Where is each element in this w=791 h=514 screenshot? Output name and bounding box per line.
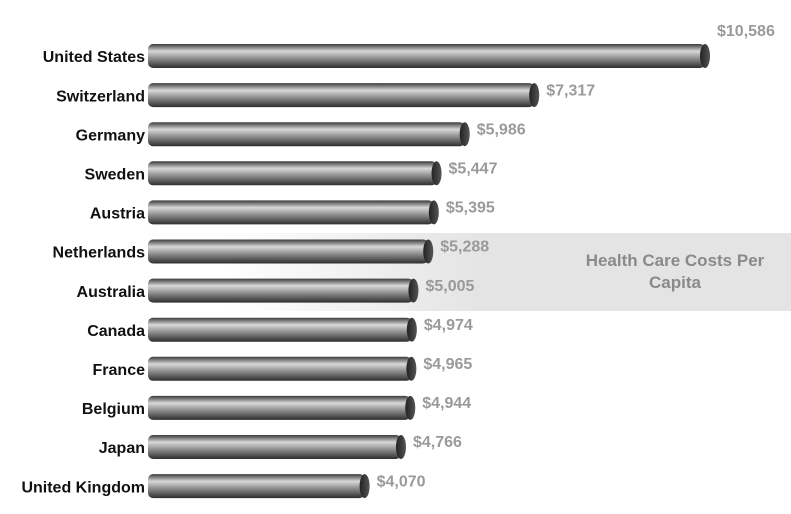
category-label: Canada [87,323,145,340]
category-label: Austria [90,206,145,223]
category-label: Sweden [85,167,145,184]
bar-cap [395,435,406,459]
bar [148,83,535,108]
bar-cap [359,474,370,499]
bar [148,435,401,459]
bar-cap [406,356,417,381]
category-label: Japan [99,440,145,457]
category-label: Belgium [82,401,145,418]
value-label: $4,944 [422,395,471,412]
bar-cap [405,395,416,420]
bar-cap [431,161,442,186]
category-label: Germany [76,127,145,144]
bar-cap [428,200,439,225]
bar [148,200,434,225]
value-label: $5,395 [446,200,495,217]
bar-cap [529,83,540,108]
bar [148,161,437,186]
value-label: $5,986 [477,121,526,138]
category-label: United States [43,49,145,66]
bar-cap [406,317,417,342]
bar [148,239,429,264]
bar-cap [459,122,470,147]
category-label: Australia [77,284,146,301]
category-label: United Kingdom [21,479,145,496]
bar-cap [423,239,434,264]
bar [148,317,412,342]
value-label: $5,288 [440,239,489,256]
category-label: Switzerland [56,88,145,105]
value-label: $4,070 [377,473,426,490]
value-label: $4,766 [413,434,462,451]
value-label: $7,317 [546,82,595,99]
bar [148,395,411,420]
bar-cap [700,44,710,68]
bar [148,356,412,381]
bar [148,278,414,303]
bar [148,44,705,68]
annotation: Health Care Costs Per Capita [585,251,765,292]
category-label: Netherlands [53,245,146,262]
value-label: $5,005 [425,278,474,295]
value-label: $10,586 [717,23,775,40]
value-label: $4,974 [424,317,473,334]
value-label: $5,447 [449,161,498,178]
category-label: France [93,362,146,379]
value-label: $4,965 [423,356,472,373]
bar [148,474,365,499]
bar [148,122,465,147]
bar-cap [408,278,419,303]
